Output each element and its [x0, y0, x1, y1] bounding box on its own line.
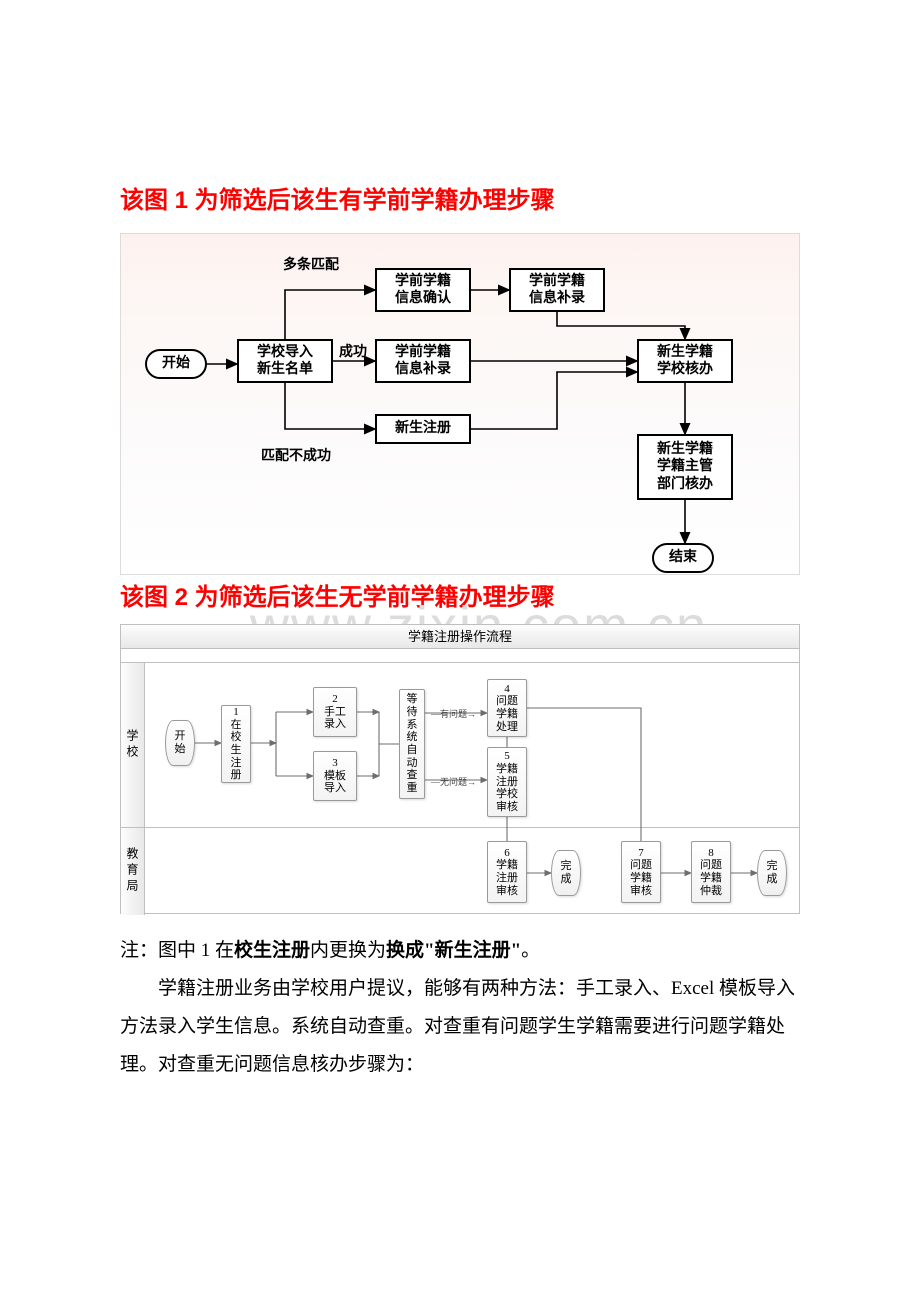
flowchart-2-gap [121, 649, 799, 663]
flow1-end-node: 结束 [652, 543, 714, 573]
flow2-terminator: 开 始 [165, 720, 195, 766]
note-prefix: 注：图中 1 在 [120, 940, 234, 961]
flow2-node: 5 学籍 注册 学校 审核 [487, 747, 527, 817]
flow1-node: 学校导入 新生名单 [237, 339, 333, 383]
swimlane-label-text: 学校 [124, 729, 141, 761]
flowchart-1: 开始结束 学校导入 新生名单学前学籍 信息确认学前学籍 信息补录学前学籍 信息补录… [120, 233, 800, 575]
flow1-edge-label: 多条匹配 [283, 254, 339, 274]
flow1-node: 新生学籍 学校核办 [637, 339, 733, 383]
flowchart-2-title: 学籍注册操作流程 [121, 625, 799, 649]
flow1-edge-label: 匹配不成功 [261, 445, 331, 465]
note-bold-1: 校生注册 [234, 940, 310, 961]
note-suffix: 。 [521, 940, 540, 961]
flowchart-2: 学籍注册操作流程 学校 教育局 开 始完 成 完 成 1 在 校 生 注 册 2 手工… [120, 624, 800, 914]
paragraph-text: 学籍注册业务由学校用户提议，能够有两种方法：手工录入、Excel 模板导入方法录… [120, 970, 800, 1084]
swimlane-divider [121, 827, 799, 828]
flow1-node: 学前学籍 信息补录 [375, 339, 471, 383]
flow2-node: 等 待 系 统 自 动 查 重 [399, 689, 425, 799]
note-line: 注：图中 1 在校生注册内更换为换成"新生注册"。 [120, 932, 800, 970]
flow1-node: 学前学籍 信息补录 [509, 268, 605, 312]
note-bold-2: 换成"新生注册" [386, 940, 521, 961]
document-page: 该图 1 为筛选后该生有学前学籍办理步骤 开始结束学校导入 新生名单学前学籍 信… [0, 0, 920, 1124]
flow2-edge-label: —无问题→ [431, 775, 476, 788]
swimlane-label-text: 教育局 [124, 847, 141, 895]
flow1-node: 学前学籍 信息确认 [375, 268, 471, 312]
heading-1: 该图 1 为筛选后该生有学前学籍办理步骤 [120, 180, 800, 215]
heading-2: 该图 2 为筛选后该生无学前学籍办理步骤 [120, 577, 800, 612]
flow1-node: 新生学籍 学籍主管 部门核办 [637, 434, 733, 500]
flow2-node: 4 问题 学籍 处理 [487, 679, 527, 737]
flow2-terminator: 完 成 [551, 850, 581, 896]
flow2-terminator: 完 成 [757, 850, 787, 896]
flow2-node: 7 问题 学籍 审核 [621, 841, 661, 903]
flow2-node: 3 模板 导入 [313, 751, 357, 801]
flow2-edge-label: —有问题→ [431, 707, 476, 720]
flow1-edge-label: 成功 [339, 341, 367, 361]
body-text: 注：图中 1 在校生注册内更换为换成"新生注册"。 学籍注册业务由学校用户提议，… [120, 932, 800, 1084]
note-mid: 内更换为 [310, 940, 386, 961]
flow1-node: 新生注册 [375, 414, 471, 444]
flow2-node: 6 学籍 注册 审核 [487, 841, 527, 903]
flow2-node: 8 问题 学籍 仲裁 [691, 841, 731, 903]
swimlane-label-bureau: 教育局 [121, 827, 145, 915]
flow2-node: 2 手工 录入 [313, 687, 357, 737]
flow2-node: 1 在 校 生 注 册 [221, 705, 251, 783]
swimlane-label-school: 学校 [121, 663, 145, 827]
flow1-start-node: 开始 [145, 349, 207, 379]
